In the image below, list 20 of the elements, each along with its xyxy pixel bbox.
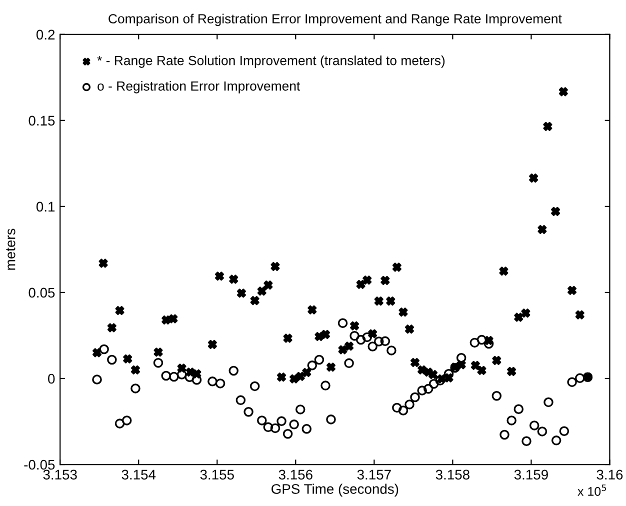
y-tick-label: 0.15: [28, 116, 55, 126]
x-tick-label: 3.157: [357, 470, 391, 480]
x-tick-label: 3.158: [436, 470, 470, 480]
x-tick-label: 3.153: [43, 470, 77, 480]
x-tick-label: 3.156: [278, 470, 312, 480]
y-tick-label: 0.05: [28, 288, 55, 298]
x-tick-label: 3.16: [596, 470, 623, 480]
y-tick-label: 0: [48, 374, 55, 384]
x-axis-title: GPS Time (seconds): [272, 484, 398, 497]
x-tick-label: 3.155: [200, 470, 234, 480]
x-tick-label: 3.159: [514, 470, 548, 480]
chart-title: Comparison of Registration Error Improvement and Range Rate Improvement: [108, 14, 562, 26]
y-axis-title: meters: [6, 228, 16, 270]
y-tick-label: 0.2: [36, 30, 55, 40]
y-tick-label: -0.05: [24, 460, 55, 470]
y-tick-label: 0.1: [36, 202, 55, 212]
text: x 10$^{5}$: [578, 484, 606, 496]
legend-label: * - Range Rate Solution Improvement (translated to meters): [97, 56, 445, 68]
legend-label: o - Registration Error Improvement: [98, 81, 300, 94]
x-tick-label: 3.154: [122, 470, 156, 480]
